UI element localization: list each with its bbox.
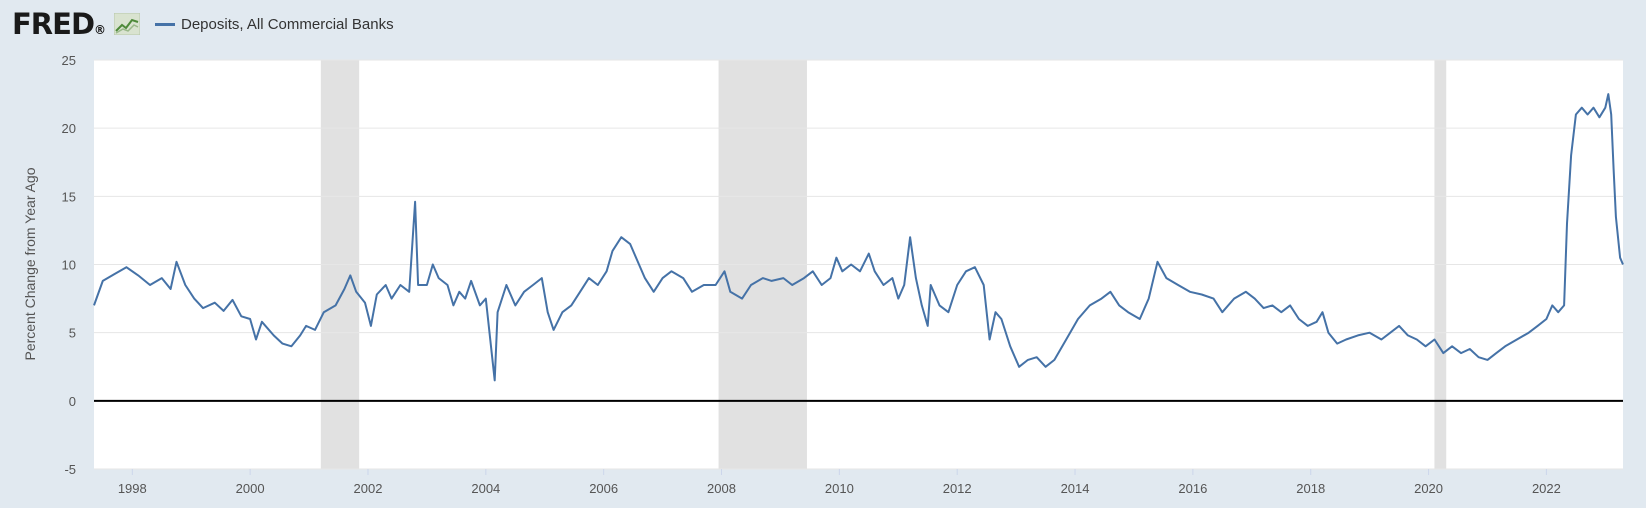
y-tick-label: 25 xyxy=(62,53,76,68)
x-tick-label: 2010 xyxy=(825,481,854,496)
y-tick-label: 5 xyxy=(69,326,76,341)
series-layer xyxy=(93,93,1624,382)
registered-mark: ® xyxy=(94,23,106,37)
x-tick-label: 2020 xyxy=(1414,481,1443,496)
y-axis-ticks: -5 0 5 10 15 20 25 xyxy=(62,53,76,477)
x-tick-label: 2004 xyxy=(471,481,500,496)
y-tick-label: 15 xyxy=(62,189,76,204)
x-tick-label: 2016 xyxy=(1178,481,1207,496)
x-tick-label: 2000 xyxy=(236,481,265,496)
x-tick-label: 2002 xyxy=(354,481,383,496)
chart-header: FRED® Deposits, All Commercial Banks xyxy=(0,0,1646,48)
x-tick-label: 2022 xyxy=(1532,481,1561,496)
series-line-0 xyxy=(93,93,1624,382)
x-tick-label: 2006 xyxy=(589,481,618,496)
y-tick-label: -5 xyxy=(64,462,76,477)
chart-legend: Deposits, All Commercial Banks xyxy=(155,13,394,35)
fred-logo[interactable]: FRED® xyxy=(12,6,106,48)
x-tick-label: 2014 xyxy=(1061,481,1090,496)
x-tick-label: 2012 xyxy=(943,481,972,496)
y-axis-label: Percent Change from Year Ago xyxy=(22,167,38,360)
y-tick-label: 0 xyxy=(69,394,76,409)
y-tick-label: 20 xyxy=(62,121,76,136)
x-axis-ticks: 1998 2000 2002 2004 2006 2008 2010 2012 2014 2016… xyxy=(118,469,1561,496)
x-tick-label: 2018 xyxy=(1296,481,1325,496)
chart-line-icon xyxy=(114,13,140,35)
x-tick-label: 1998 xyxy=(118,481,147,496)
legend-swatch xyxy=(155,22,175,26)
x-tick-label: 2008 xyxy=(707,481,736,496)
legend-label: Deposits, All Commercial Banks xyxy=(181,15,394,33)
y-tick-label: 10 xyxy=(62,258,76,273)
fred-logo-text: FRED xyxy=(12,7,95,41)
